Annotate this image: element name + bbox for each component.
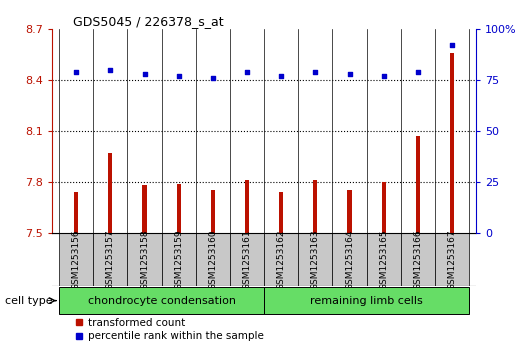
Point [345,71,354,77]
Point [414,69,422,75]
Bar [108,153,112,233]
Bar [142,185,146,233]
Bar [128,233,162,286]
Legend: transformed count, percentile rank within the sample: transformed count, percentile rank withi… [74,318,264,341]
Bar [382,182,386,233]
Bar [347,190,351,233]
Text: GSM1253157: GSM1253157 [106,229,115,290]
Bar [211,190,215,233]
Point [175,73,183,79]
Point [209,75,217,81]
Text: GSM1253158: GSM1253158 [140,229,149,290]
Text: GSM1253164: GSM1253164 [345,229,354,290]
Point [277,73,286,79]
Point [243,69,251,75]
Point [140,71,149,77]
Bar [416,136,420,233]
Text: chondrocyte condensation: chondrocyte condensation [88,295,236,306]
Bar [264,287,469,314]
Bar [367,233,401,286]
Point [72,69,81,75]
Bar [177,184,181,233]
Text: GSM1253161: GSM1253161 [243,229,252,290]
Bar [59,287,264,314]
Text: GSM1253160: GSM1253160 [208,229,218,290]
Text: cell type: cell type [5,295,53,306]
Bar [298,233,333,286]
Text: GSM1253159: GSM1253159 [174,229,183,290]
Bar [333,233,367,286]
Bar [93,233,128,286]
Bar [450,53,454,233]
Bar [162,233,196,286]
Bar [74,192,78,233]
Point [448,42,456,48]
Text: GDS5045 / 226378_s_at: GDS5045 / 226378_s_at [73,15,224,28]
Text: GSM1253165: GSM1253165 [379,229,388,290]
Text: GSM1253167: GSM1253167 [448,229,457,290]
Bar [435,233,469,286]
Point [311,69,320,75]
Bar [264,233,298,286]
Text: GSM1253163: GSM1253163 [311,229,320,290]
Bar [279,192,283,233]
Bar [59,233,93,286]
Bar [313,180,317,233]
Text: GSM1253156: GSM1253156 [72,229,81,290]
Text: GSM1253166: GSM1253166 [413,229,423,290]
Point [380,73,388,79]
Bar [401,233,435,286]
Bar [196,233,230,286]
Bar [230,233,264,286]
Text: GSM1253162: GSM1253162 [277,229,286,290]
Text: remaining limb cells: remaining limb cells [310,295,423,306]
Bar [245,180,249,233]
Point [106,67,115,73]
